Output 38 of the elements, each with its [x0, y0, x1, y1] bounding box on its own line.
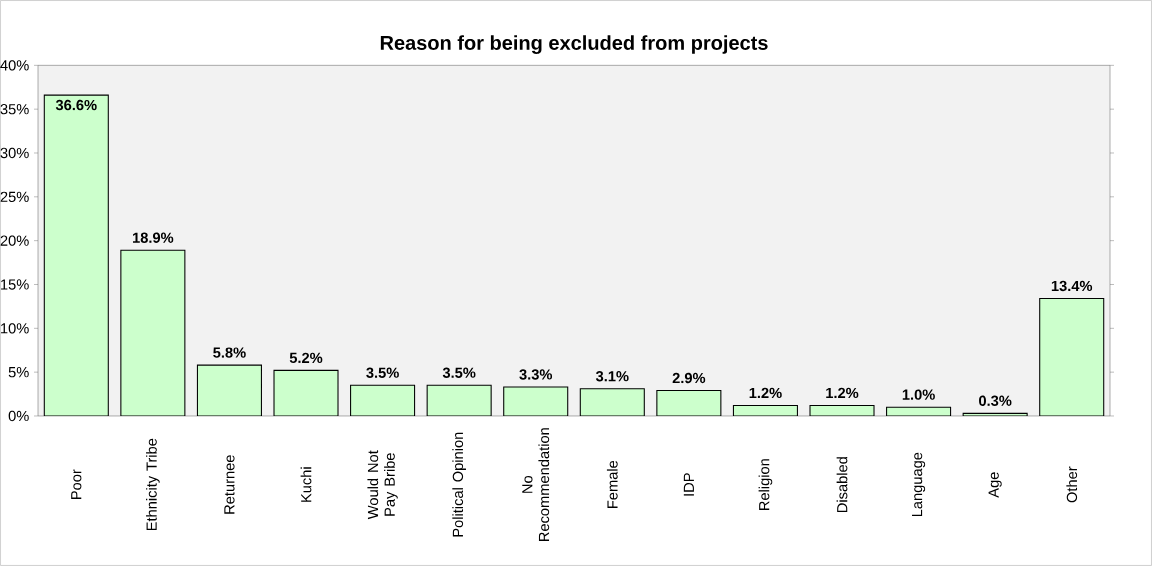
y-tick-label: 40%: [0, 60, 29, 71]
x-tick-label: Age: [988, 472, 1002, 498]
y-tick-label: 20%: [0, 235, 29, 246]
data-label: 3.1%: [595, 371, 629, 382]
data-label: 18.9%: [132, 232, 174, 243]
x-tick-label: Kuchi: [300, 467, 312, 502]
y-tick-label: 25%: [0, 191, 29, 203]
y-tick-label: 5%: [8, 367, 29, 378]
data-label: 1.2%: [749, 387, 782, 399]
data-label: 13.4%: [1051, 280, 1093, 292]
data-label: 1.2%: [826, 387, 859, 399]
y-tick-label: 15%: [1, 279, 29, 290]
x-tick-label: Language: [912, 452, 926, 517]
x-tick-label: Disabled: [836, 457, 848, 513]
x-tick-label: No Recommendation: [522, 428, 550, 541]
x-tick-label: Would Not Pay Bribe: [367, 450, 398, 520]
data-label: 5.8%: [213, 347, 246, 358]
data-label: 0.3%: [979, 395, 1012, 406]
y-tick-label: 0%: [8, 410, 29, 422]
data-label: 1.0%: [902, 389, 935, 400]
x-tick-label: Poor: [71, 469, 82, 499]
data-label: 3.3%: [519, 369, 553, 380]
data-label: 36.6%: [55, 99, 97, 111]
x-tick-label: Female: [606, 460, 618, 508]
data-label: 5.2%: [289, 352, 323, 364]
data-label: 3.5%: [442, 367, 476, 378]
x-tick-label: Returnee: [224, 455, 235, 514]
x-tick-label: Political Opinion: [452, 432, 466, 537]
y-tick-label: 35%: [0, 103, 29, 115]
data-label: 3.5%: [366, 367, 399, 378]
x-tick-label: Religion: [758, 459, 773, 510]
x-tick-label: Other: [1066, 466, 1078, 503]
y-tick-label: 30%: [0, 147, 29, 159]
chart-title: Reason for being excluded from projects: [380, 35, 768, 54]
x-tick-label: Ethnicity Tribe: [146, 438, 160, 531]
data-label: 2.9%: [672, 372, 706, 384]
y-tick-label: 10%: [1, 323, 29, 334]
x-tick-label: IDP: [683, 473, 694, 496]
